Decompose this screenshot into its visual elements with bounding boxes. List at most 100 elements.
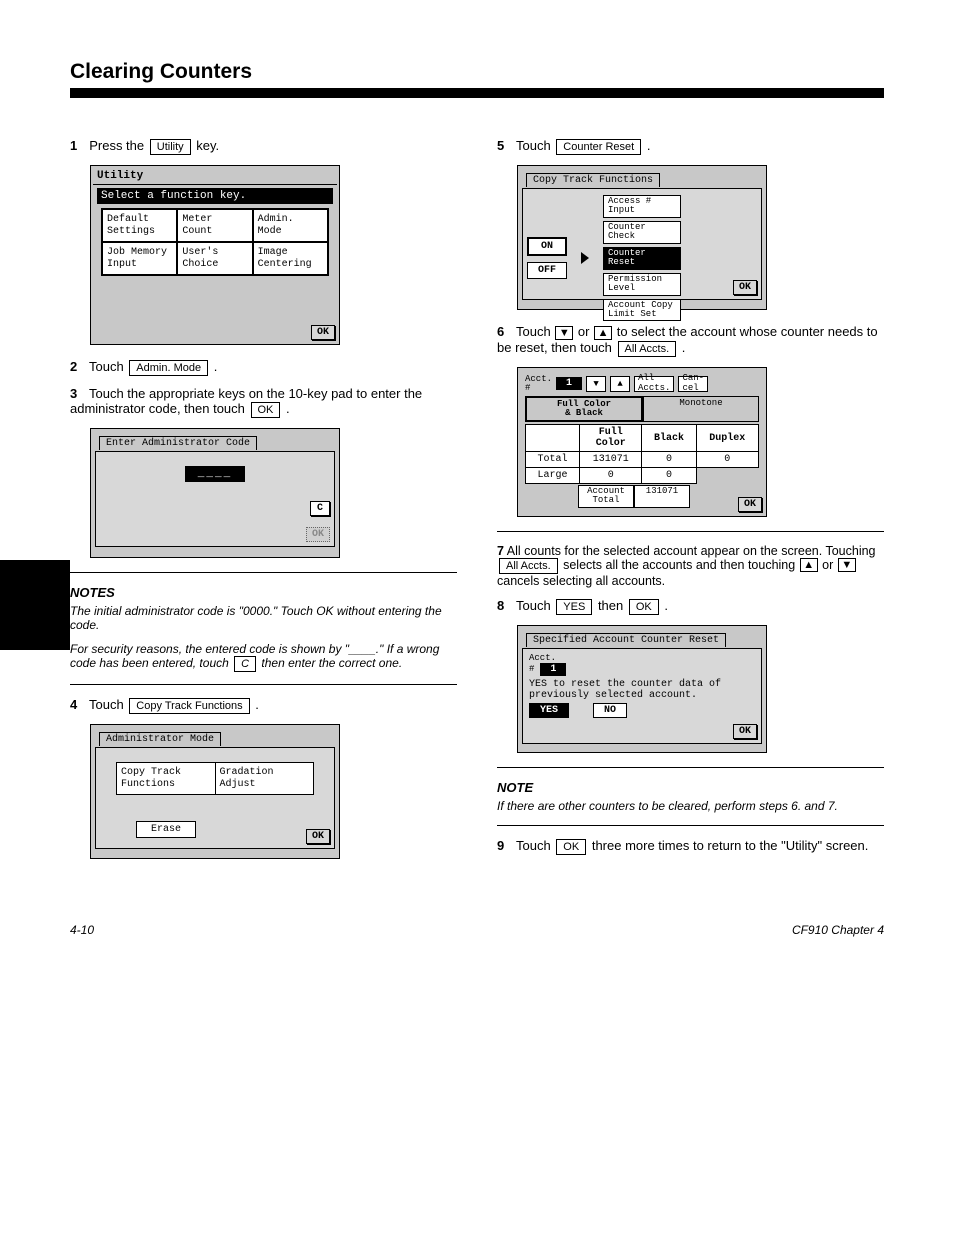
step-4: 4 Touch Copy Track Functions . xyxy=(70,697,457,714)
step-text: Touch xyxy=(516,138,554,153)
separator xyxy=(497,825,884,826)
utility-prompt: Select a function key. xyxy=(97,188,333,204)
on-toggle[interactable]: ON xyxy=(527,237,567,256)
step-text: cancels selecting all accounts. xyxy=(497,574,665,588)
acct-number: 1 xyxy=(540,663,566,676)
utility-image-centering[interactable]: ImageCentering xyxy=(253,242,328,275)
utility-shot: Utility Select a function key. DefaultSe… xyxy=(90,165,340,345)
ctf-counter-check[interactable]: CounterCheck xyxy=(603,221,681,244)
ok-button[interactable]: OK xyxy=(733,280,757,295)
down-button[interactable]: ▼ xyxy=(586,376,606,392)
step-text: . xyxy=(664,598,668,613)
side-tab xyxy=(0,560,70,650)
copy-track-shot: Copy Track Functions ON OFF Access #Inpu… xyxy=(517,165,767,310)
dim-ok-button[interactable]: OK xyxy=(306,527,330,542)
counter-reset-key[interactable]: Counter Reset xyxy=(556,139,641,155)
separator xyxy=(70,572,457,573)
all-accts-button[interactable]: AllAccts. xyxy=(634,376,674,392)
tab-monotone[interactable]: Monotone xyxy=(643,396,759,423)
two-column-layout: 1 Press the Utility key. Utility Select … xyxy=(70,128,884,873)
utility-meter-count[interactable]: MeterCount xyxy=(177,209,252,242)
step-number: 1 xyxy=(70,138,86,153)
step-2: 2 Touch Admin. Mode . xyxy=(70,359,457,376)
step-text: key. xyxy=(196,138,219,153)
step-text: Touch xyxy=(516,838,554,853)
ok-button[interactable]: OK xyxy=(733,724,757,739)
cell: 0 xyxy=(642,452,696,468)
ok-key[interactable]: OK xyxy=(251,402,281,418)
ctf-toggle-group: ON OFF xyxy=(527,195,567,321)
ctf-counter-reset[interactable]: CounterReset xyxy=(603,247,681,270)
step-text: selects all the accounts and then touchi… xyxy=(563,558,799,572)
ok-button[interactable]: OK xyxy=(738,497,762,512)
all-accts-key[interactable]: All Accts. xyxy=(499,558,558,574)
up-button[interactable]: ▲ xyxy=(610,376,630,392)
ctf-access-input[interactable]: Access #Input xyxy=(603,195,681,218)
step-5: 5 Touch Counter Reset . xyxy=(497,138,884,155)
step-text: then xyxy=(598,598,627,613)
ok-key[interactable]: OK xyxy=(629,599,659,615)
acct-number: 1 xyxy=(556,377,582,390)
right-column: 5 Touch Counter Reset . Copy Track Funct… xyxy=(497,128,884,873)
step-number: 6 xyxy=(497,324,513,339)
separator xyxy=(70,684,457,685)
admin-mode-row: Copy TrackFunctions GradationAdjust xyxy=(116,762,314,795)
step-text: Touch xyxy=(89,697,127,712)
acct-total-value: 131071 xyxy=(634,485,690,508)
ok-button[interactable]: OK xyxy=(311,325,335,340)
ctf-account-limit[interactable]: Account CopyLimit Set xyxy=(603,299,681,322)
erase-button[interactable]: Erase xyxy=(136,821,196,838)
admin-code-field[interactable]: ____ xyxy=(185,466,245,482)
page-title: Clearing Counters xyxy=(70,60,884,84)
c-key[interactable]: C xyxy=(234,656,256,672)
utility-users-choice[interactable]: User'sChoice xyxy=(177,242,252,275)
page-footer: 4-10 CF910 Chapter 4 xyxy=(70,923,884,937)
row-large-label: Large xyxy=(526,468,580,484)
step-number: 3 xyxy=(70,386,86,401)
yes-button[interactable]: YES xyxy=(529,703,569,718)
up-arrow-icon[interactable]: ▲ xyxy=(800,558,818,572)
admin-mode-shot: Administrator Mode Copy TrackFunctions G… xyxy=(90,724,340,859)
cancel-button[interactable]: Can-cel xyxy=(678,376,708,392)
step-number: 5 xyxy=(497,138,513,153)
admin-mode-key[interactable]: Admin. Mode xyxy=(129,360,208,376)
left-column: 1 Press the Utility key. Utility Select … xyxy=(70,128,457,873)
utility-job-memory[interactable]: Job MemoryInput xyxy=(102,242,177,275)
gradation-adjust-button[interactable]: GradationAdjust xyxy=(216,763,314,794)
cc-tabs: Full Color& Black Monotone xyxy=(525,396,759,423)
ok-button[interactable]: OK xyxy=(306,829,330,844)
step-number: 2 xyxy=(70,359,86,374)
copy-track-key[interactable]: Copy Track Functions xyxy=(129,698,249,714)
utility-admin-mode[interactable]: Admin.Mode xyxy=(253,209,328,242)
copy-track-functions-button[interactable]: Copy TrackFunctions xyxy=(117,763,216,794)
step-1: 1 Press the Utility key. xyxy=(70,138,457,155)
ok-key[interactable]: OK xyxy=(556,839,586,855)
yes-key[interactable]: YES xyxy=(556,599,592,615)
note-body: For security reasons, the entered code i… xyxy=(70,642,457,672)
step-9: 9 Touch OK three more times to return to… xyxy=(497,838,884,855)
off-toggle[interactable]: OFF xyxy=(527,262,567,279)
step-text: Press the xyxy=(89,138,148,153)
down-arrow-icon[interactable]: ▼ xyxy=(838,558,856,572)
account-total: AccountTotal 131071 xyxy=(578,485,690,508)
col-fullcolor: FullColor xyxy=(580,425,642,452)
no-button[interactable]: NO xyxy=(593,703,627,718)
acct-label: Acct.# xyxy=(525,375,552,393)
cell: 0 xyxy=(696,452,758,468)
reset-message: YES to reset the counter data of previou… xyxy=(529,679,755,701)
note-body: The initial administrator code is "0000.… xyxy=(70,604,457,632)
clear-button[interactable]: C xyxy=(310,501,330,516)
acct-total-label: AccountTotal xyxy=(578,485,634,508)
ctf-title: Copy Track Functions xyxy=(526,173,660,187)
utility-default-settings[interactable]: DefaultSettings xyxy=(102,209,177,242)
ctf-permission-level[interactable]: PermissionLevel xyxy=(603,273,681,296)
step-7: 7 All counts for the selected account ap… xyxy=(497,544,884,588)
counter-table: FullColor Black Duplex Total 131071 0 0 … xyxy=(525,424,759,484)
cell: 0 xyxy=(580,468,642,484)
counter-check-shot: Acct.# 1 ▼ ▲ AllAccts. Can-cel Full Colo… xyxy=(517,367,767,517)
tab-fullcolor-black[interactable]: Full Color& Black xyxy=(525,396,643,423)
reset-title: Specified Account Counter Reset xyxy=(526,633,726,647)
notes-heading: NOTES xyxy=(70,585,457,600)
utility-key[interactable]: Utility xyxy=(150,139,191,155)
cc-header: Acct.# 1 ▼ ▲ AllAccts. Can-cel xyxy=(522,372,762,396)
